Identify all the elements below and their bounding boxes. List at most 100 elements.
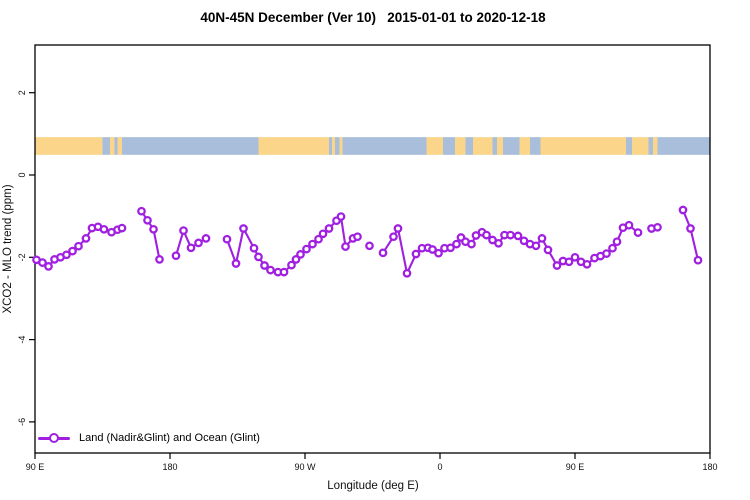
data-point <box>428 245 437 254</box>
data-point <box>434 248 443 258</box>
data-point <box>570 252 580 262</box>
map-strip-land-segment <box>339 137 343 155</box>
data-point <box>291 255 301 264</box>
data-point <box>608 243 617 253</box>
legend-circle-marker-icon <box>49 433 59 443</box>
data-point <box>482 230 491 240</box>
data-point <box>686 224 695 233</box>
data-point <box>506 230 515 240</box>
y-tick-label: -6 <box>17 418 27 426</box>
map-strip-land-segment <box>332 137 335 155</box>
map-strip-ocean-segment <box>648 137 653 155</box>
data-point <box>137 206 146 216</box>
map-strip-land-segment <box>117 137 122 155</box>
map-strip-land-segment <box>497 137 503 155</box>
x-tick-label: 180 <box>162 462 177 472</box>
data-point <box>633 228 643 237</box>
data-point <box>308 239 317 249</box>
data-point <box>336 212 346 221</box>
x-tick-label: 90 E <box>566 462 585 472</box>
y-tick-label: 0 <box>17 172 27 177</box>
map-strip-land-segment <box>426 137 443 155</box>
legend: Land (Nadir&Glint) and Ocean (Glint) <box>38 429 260 447</box>
data-point <box>186 243 196 253</box>
data-point <box>44 262 53 271</box>
map-strip-ocean-segment <box>122 137 259 155</box>
data-point <box>249 243 259 253</box>
map-strip-ocean-segment <box>342 137 427 155</box>
data-point <box>693 255 703 265</box>
data-point <box>494 238 503 248</box>
data-point <box>260 261 269 270</box>
x-axis-label: Longitude (deg E) <box>327 480 419 492</box>
axes: 2 0 -2 -4 -6 90 E 180 90 W 0 90 E 180 <box>17 44 718 472</box>
data-point <box>378 248 388 258</box>
data-point <box>231 259 241 268</box>
data-point <box>402 268 412 278</box>
data-point <box>365 241 374 251</box>
data-point <box>318 229 328 239</box>
data-point <box>324 224 334 233</box>
data-point <box>117 223 127 233</box>
data-point <box>155 255 164 264</box>
legend-label: Land (Nadir&Glint) and Ocean (Glint) <box>79 432 260 444</box>
data-point <box>314 234 323 244</box>
data-point <box>612 237 622 247</box>
data-point <box>266 265 275 275</box>
map-strip-ocean-segment <box>335 137 340 155</box>
map-strip-land-segment <box>653 137 658 155</box>
map-strip-ocean-segment <box>443 137 455 155</box>
x-tick-label: 90 E <box>26 462 45 472</box>
data-point <box>222 234 232 244</box>
data-point <box>582 259 592 269</box>
map-strip-ocean-segment <box>102 137 110 155</box>
x-tick-label: 90 W <box>294 462 316 472</box>
data-point <box>653 222 662 232</box>
data-point <box>411 249 421 259</box>
data-series <box>32 205 703 278</box>
data-point <box>179 226 188 235</box>
data-point <box>543 245 553 255</box>
data-point <box>552 261 562 270</box>
map-strip-land-segment <box>258 137 329 155</box>
data-point <box>624 220 634 230</box>
map-strip-ocean-segment <box>329 137 332 155</box>
data-point <box>678 205 688 215</box>
data-point <box>452 239 461 249</box>
y-tick-label: 2 <box>17 90 27 95</box>
data-point <box>467 239 476 249</box>
data-point <box>393 224 403 233</box>
y-tick-label: -4 <box>17 336 27 344</box>
legend-series-swatch <box>38 431 70 445</box>
map-strip-land-segment <box>35 137 103 155</box>
map-strip-ocean-segment <box>114 137 118 155</box>
map-strip-ocean-segment <box>626 137 632 155</box>
data-point <box>287 260 296 270</box>
data-point <box>513 231 523 241</box>
data-point <box>143 215 152 225</box>
data-point <box>74 241 83 251</box>
data-point <box>302 244 311 254</box>
data-point <box>68 246 77 256</box>
map-strip-land-segment <box>110 137 115 155</box>
data-point <box>149 224 158 234</box>
map-strip <box>35 137 710 155</box>
chart-title: 40N-45N December (Ver 10) 2015-01-01 to … <box>200 10 546 25</box>
map-strip-ocean-segment <box>530 137 541 155</box>
map-strip-land-segment <box>540 137 626 155</box>
data-point <box>531 241 541 251</box>
data-point <box>81 234 91 243</box>
x-tick-label: 0 <box>437 462 442 472</box>
data-point <box>201 234 211 243</box>
data-point <box>194 238 203 248</box>
data-point <box>341 242 350 251</box>
data-point <box>296 250 305 259</box>
data-point <box>353 232 362 242</box>
plot-box <box>34 44 711 454</box>
map-strip-ocean-segment <box>657 137 710 155</box>
x-tick-label: 180 <box>702 462 717 472</box>
map-strip-land-segment <box>519 137 530 155</box>
data-point <box>99 224 109 234</box>
